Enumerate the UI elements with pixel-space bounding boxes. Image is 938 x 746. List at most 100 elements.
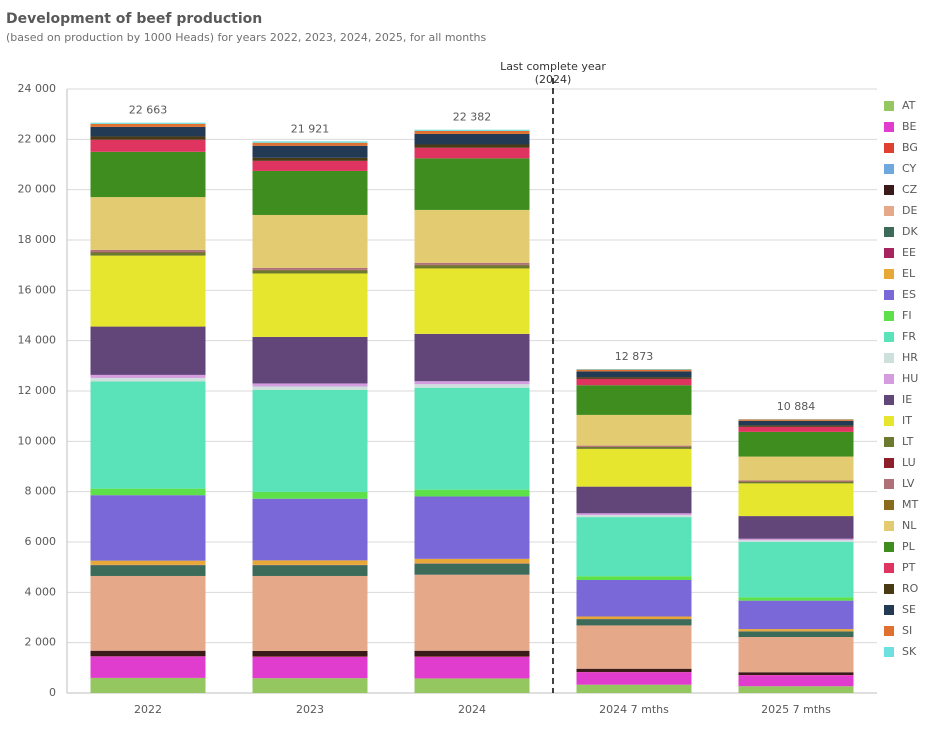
bar-segment [738,420,854,426]
bar-segment [576,616,692,620]
legend-label: CZ [902,183,918,196]
legend-swatch [884,269,894,279]
y-tick-label: 6 000 [25,535,57,548]
legend-label: IT [902,414,912,427]
legend-label: MT [902,498,918,511]
bar-segment [738,542,854,598]
bar-segment [90,656,206,678]
bar-segment [252,656,368,679]
bar-segment [738,425,854,427]
bar-segment [414,130,530,134]
legend-swatch [884,521,894,531]
bar-segment [738,675,854,687]
legend-label: CY [902,162,916,175]
bar-segment [252,267,368,270]
bar-segment [576,369,692,372]
bar-segment [738,597,854,601]
legend-label: EE [902,246,916,259]
legend-swatch [884,542,894,552]
legend-label: HU [902,372,918,385]
legend-label: SK [902,645,917,658]
bar-segment [576,378,692,386]
bar-segment [252,565,368,576]
chart-subtitle: (based on production by 1000 Heads) for … [6,31,487,44]
bar-segment [738,431,854,457]
bar-segment [576,672,692,685]
bar-segment [414,558,530,564]
bar-segment [252,157,368,161]
bar-segment [90,677,206,693]
x-tick-label: 2024 7 mths [599,703,669,716]
legend-label: DK [902,225,918,238]
legend-swatch [884,290,894,300]
legend-swatch [884,332,894,342]
bar-segment [90,650,206,657]
bar-segment [576,625,692,669]
bar-segment [738,538,854,541]
bar-segment [738,686,854,693]
legend-swatch [884,647,894,657]
bar-segment [576,448,692,487]
bar-segment [576,684,692,693]
y-tick-label: 22 000 [18,132,57,145]
bar-segment [90,560,206,565]
bar-segment [90,122,206,124]
legend-label: LU [902,456,916,469]
bar-segment [252,575,368,651]
bar-segment [252,214,368,268]
bar-segment [576,371,692,378]
bar-segment [252,560,368,565]
annotation: Last complete year [500,60,606,73]
legend-label: ES [902,288,916,301]
legend-swatch [884,458,894,468]
bar-segment [738,540,854,542]
bar-segment [576,486,692,514]
bar-segment [576,619,692,626]
y-tick-label: 10 000 [18,434,57,447]
bar-segment [252,678,368,693]
bar-segment [414,144,530,148]
x-tick-label: 2024 [458,703,486,716]
bar-segment [414,678,530,693]
bar-segment [414,496,530,559]
bar-segment [738,631,854,638]
bar-segment [576,576,692,581]
y-tick-label: 0 [49,686,56,699]
legend-label: SI [902,624,912,637]
bar-segment [252,491,368,499]
legend-swatch [884,164,894,174]
legend-label: PL [902,540,916,553]
y-tick-label: 4 000 [25,585,57,598]
bar-segment [90,136,206,140]
x-tick-label: 2023 [296,703,324,716]
bar-segment [414,268,530,334]
y-tick-label: 18 000 [18,233,57,246]
bar-segment [90,495,206,561]
bar-segment [252,650,368,657]
bar-segment [414,147,530,159]
bar-segment [90,249,206,252]
bar-segment [414,656,530,679]
bar-segment [414,262,530,265]
bar-segment [414,489,530,497]
legend-swatch [884,227,894,237]
bar-segment [414,574,530,651]
legend-label: BG [902,141,918,154]
legend-swatch [884,605,894,615]
bar-segment [738,629,854,632]
bar-segment [252,170,368,215]
y-tick-label: 16 000 [18,283,57,296]
y-tick-label: 12 000 [18,384,57,397]
bar-segment [414,381,530,385]
bar-segment [90,126,206,137]
legend-swatch [884,563,894,573]
bar-segment [576,445,692,447]
bar-segment [738,600,854,630]
legend-label: RO [902,582,919,595]
bar-segment [414,650,530,657]
legend-swatch [884,122,894,132]
bar-segment [576,517,692,577]
bar-segment [252,336,368,384]
bar-segment [576,513,692,516]
bar-segment [90,377,206,382]
